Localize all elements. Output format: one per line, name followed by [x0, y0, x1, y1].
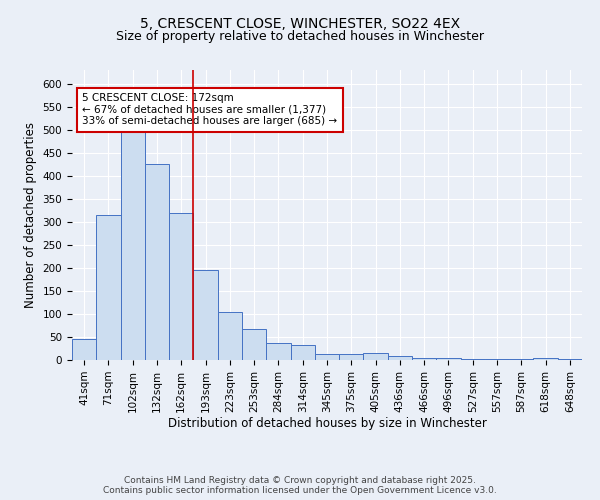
Bar — [509, 359, 533, 360]
Bar — [558, 358, 582, 360]
Bar — [461, 359, 485, 360]
Bar — [436, 358, 461, 360]
Bar — [242, 328, 266, 360]
X-axis label: Distribution of detached houses by size in Winchester: Distribution of detached houses by size … — [167, 418, 487, 430]
Bar — [266, 343, 290, 360]
Bar — [533, 358, 558, 360]
Bar — [315, 354, 339, 360]
Bar — [121, 130, 145, 360]
Bar — [412, 358, 436, 360]
Bar — [169, 212, 193, 360]
Y-axis label: Number of detached properties: Number of detached properties — [24, 122, 37, 308]
Text: 5, CRESCENT CLOSE, WINCHESTER, SO22 4EX: 5, CRESCENT CLOSE, WINCHESTER, SO22 4EX — [140, 18, 460, 32]
Bar — [96, 215, 121, 360]
Bar — [388, 356, 412, 360]
Bar — [145, 164, 169, 360]
Bar — [485, 358, 509, 360]
Bar — [364, 353, 388, 360]
Text: Size of property relative to detached houses in Winchester: Size of property relative to detached ho… — [116, 30, 484, 43]
Text: 5 CRESCENT CLOSE: 172sqm
← 67% of detached houses are smaller (1,377)
33% of sem: 5 CRESCENT CLOSE: 172sqm ← 67% of detach… — [82, 93, 337, 126]
Bar — [339, 354, 364, 360]
Text: Contains HM Land Registry data © Crown copyright and database right 2025.
Contai: Contains HM Land Registry data © Crown c… — [103, 476, 497, 495]
Bar — [290, 345, 315, 360]
Bar — [193, 270, 218, 360]
Bar — [218, 312, 242, 360]
Bar — [72, 340, 96, 360]
